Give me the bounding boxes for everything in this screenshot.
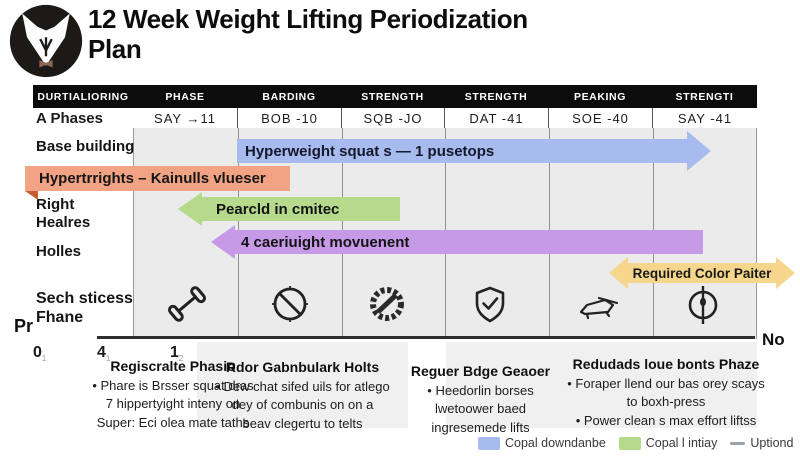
footer-block-4: Redudads loue bonts Phaze • Foraper llen… [556, 355, 776, 430]
footer-block-3: Reguer Bdge Geaoer • Heedorlin borses lw… [398, 362, 563, 437]
footer-line: lwetoower baed [434, 401, 527, 416]
legend-label: Copal l intiay [645, 436, 718, 450]
footer-title: Redudads loue bonts Phaze [572, 356, 760, 372]
row-label-fhane: Fhane [36, 309, 84, 326]
bar-green-arrowhead [178, 192, 202, 226]
footer-line: • Heedorlin borses [427, 382, 534, 398]
bar-orange-fold [25, 191, 38, 200]
phase-value: BOB -10 [237, 108, 341, 128]
bar-purple-label: 4 caeriuight movuenent [241, 233, 410, 251]
legend: Copal downdanbe Copal l intiay Uptiond U… [478, 436, 800, 450]
phase-header: STRENGTH [464, 90, 528, 103]
tick-value: 4 [97, 344, 106, 361]
phase-value: SAY -41 [652, 108, 757, 128]
bar-purple: 4 caeriuight movuenent [235, 230, 703, 254]
phase-value: DAT -41 [444, 108, 548, 128]
bar-yellow-left-arrowhead [609, 257, 628, 289]
fox-logo [8, 3, 84, 79]
axis-left-label: Pr [14, 316, 34, 336]
row-label-holles: Holles [36, 243, 82, 260]
bar-purple-arrowhead [211, 225, 235, 259]
phase-value: SQB -JO [341, 108, 444, 128]
row-label-sech-sticess: Sech sticess [36, 290, 133, 307]
title-line-1: 12 Week Weight Lifting Periodization [88, 4, 528, 34]
bar-green-label: Pearcld in cmitec [216, 200, 340, 218]
bar-blue-label: Hyperweight squat s — 1 pusetops [245, 142, 495, 160]
row-label-right: Right [36, 196, 75, 213]
phase-header: STRENGTH [361, 90, 424, 103]
phase-header-row: DURTIALIORING PHASE BARDING STRENGTH STR… [33, 85, 757, 108]
footer-panel [446, 342, 757, 428]
page-title: 12 Week Weight Lifting Periodization Pla… [88, 4, 708, 64]
bar-orange-label: Hypertrrights – Kainulls vlueser [39, 170, 266, 187]
tick-sub: 2 [178, 354, 184, 364]
tick-sub: 1 [105, 354, 111, 364]
tick-value: 1 [170, 344, 179, 361]
axis-right-label: No [762, 330, 785, 349]
tick-value: 0 [33, 344, 42, 361]
footer-title: Reguer Bdge Geaoer [410, 363, 551, 379]
legend-item-green: Copal l intiay [618, 436, 718, 450]
phase-header: BARDING [262, 90, 316, 103]
footer-line: • Dew chat sifed uils for atlego [215, 378, 390, 394]
footer-line: Super: Eci olea mate taths [96, 414, 250, 430]
footer-line: to boxh-press [626, 394, 706, 409]
footer-line: beav clegertu to telts [242, 415, 363, 431]
legend-label: Copal downdanbe [505, 436, 606, 450]
timeline-number: 01 [33, 344, 46, 363]
legend-label: Uptiond [750, 436, 794, 450]
bar-blue: Hyperweight squat s — 1 pusetops [237, 139, 687, 163]
legend-line-gray [730, 441, 746, 445]
phase-header: PHASE [165, 90, 205, 103]
plate-slash-icon [365, 282, 409, 326]
bar-yellow-label: Required Color Paiter [632, 265, 772, 281]
phase-value: SOE -40 [548, 108, 652, 128]
legend-swatch-green [618, 436, 641, 450]
row-label-healres: Healres [36, 214, 91, 231]
bar-green: Pearcld in cmitec [202, 197, 400, 221]
bar-yellow: Required Color Paiter [627, 263, 777, 283]
footer-line: ingresemede lifts [431, 419, 530, 435]
phase-header: DURTIALIORING [37, 90, 129, 103]
phase-header: STRENGTI [675, 90, 734, 103]
footer-line: 7 hippertyight inteny on [105, 396, 241, 411]
row-label-base-building: Base building [36, 138, 135, 155]
target-icon [681, 282, 725, 326]
timeline-number: 41 [97, 344, 110, 363]
timeline-number: 12 [170, 344, 183, 363]
legend-item-gray-line: Uptiond [730, 436, 793, 450]
bench-icon [575, 282, 619, 326]
dumbbell-icon [165, 282, 209, 326]
no-sign-icon [268, 282, 312, 326]
legend-swatch-blue [478, 436, 500, 450]
phase-header: PEAKING [573, 90, 627, 103]
footer-line: • Foraper llend our bas orey scays [567, 375, 765, 391]
footer-block-1: Regiscralte Phasio • Phare is Brsser squ… [78, 357, 268, 432]
footer-title: Rdor Gabnbulark Holts [225, 359, 380, 375]
footer-title: Regiscralte Phasio [110, 358, 236, 374]
bar-blue-arrowhead [687, 131, 711, 171]
title-line-2: Plan [88, 34, 142, 64]
footer-line: dey of combunis on on a [231, 397, 374, 412]
footer-panel [197, 342, 408, 428]
timeline-axis [97, 336, 755, 339]
bar-yellow-right-arrowhead [776, 257, 795, 289]
footer-line: • Phare is Brsser squat dras [92, 377, 254, 393]
bar-orange-ribbon: Hypertrrights – Kainulls vlueser [25, 166, 290, 191]
tick-sub: 1 [41, 354, 47, 364]
phase-values-row: A Phases SAY →11 BOB -10 SQB -JO DAT -41… [33, 108, 757, 128]
phase-value: SAY →11 [154, 110, 216, 126]
phase-value: A Phases [36, 109, 103, 127]
footer-line: • Power clean s max effort liftss [575, 412, 757, 428]
footer-block-2: Rdor Gabnbulark Holts • Dew chat sifed u… [195, 358, 410, 433]
legend-item-blue: Copal downdanbe [478, 436, 606, 450]
shield-check-icon [468, 282, 512, 326]
